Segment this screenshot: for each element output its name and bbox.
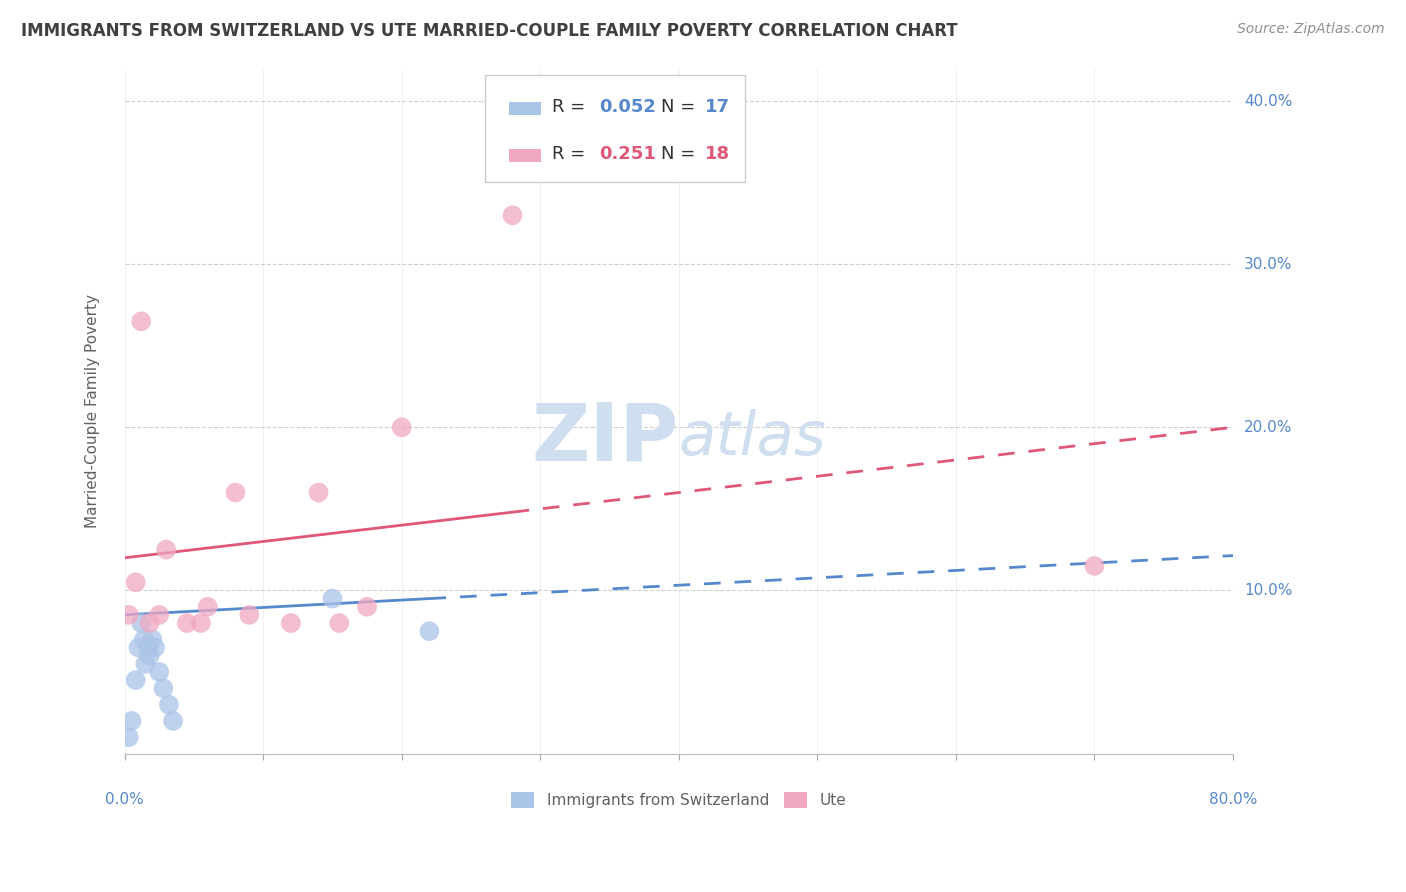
Legend: Immigrants from Switzerland, Ute: Immigrants from Switzerland, Ute	[505, 786, 852, 814]
Point	[238, 607, 260, 622]
FancyBboxPatch shape	[485, 75, 745, 182]
Text: 80.0%: 80.0%	[1209, 792, 1257, 807]
Point	[118, 607, 141, 622]
Point	[148, 665, 170, 679]
Point	[138, 615, 160, 630]
Point	[143, 640, 166, 655]
Point	[224, 485, 246, 500]
Point	[391, 420, 413, 434]
Point	[129, 314, 152, 328]
Point	[136, 640, 159, 655]
Point	[132, 632, 155, 647]
FancyBboxPatch shape	[509, 102, 541, 115]
Point	[197, 599, 219, 614]
Text: 30.0%: 30.0%	[1244, 257, 1292, 272]
Point	[125, 673, 148, 687]
Point	[321, 591, 343, 606]
Text: N =: N =	[661, 145, 700, 163]
Text: Source: ZipAtlas.com: Source: ZipAtlas.com	[1237, 22, 1385, 37]
Text: 40.0%: 40.0%	[1244, 94, 1292, 109]
Point	[157, 698, 180, 712]
Text: R =: R =	[553, 145, 591, 163]
Point	[152, 681, 174, 696]
Point	[127, 640, 149, 655]
Point	[176, 615, 198, 630]
Point	[141, 632, 163, 647]
Point	[129, 615, 152, 630]
Text: 20.0%: 20.0%	[1244, 420, 1292, 434]
Point	[418, 624, 440, 639]
Text: 0.251: 0.251	[599, 145, 655, 163]
Point	[162, 714, 184, 728]
Point	[356, 599, 378, 614]
Point	[148, 607, 170, 622]
Text: IMMIGRANTS FROM SWITZERLAND VS UTE MARRIED-COUPLE FAMILY POVERTY CORRELATION CHA: IMMIGRANTS FROM SWITZERLAND VS UTE MARRI…	[21, 22, 957, 40]
Text: N =: N =	[661, 98, 700, 116]
Point	[125, 575, 148, 590]
Text: atlas: atlas	[679, 409, 827, 468]
Point	[280, 615, 302, 630]
Y-axis label: Married-Couple Family Poverty: Married-Couple Family Poverty	[86, 294, 100, 528]
Text: ZIP: ZIP	[531, 400, 679, 477]
Point	[134, 657, 156, 671]
Point	[121, 714, 143, 728]
Text: 0.0%: 0.0%	[105, 792, 143, 807]
Text: R =: R =	[553, 98, 591, 116]
Point	[155, 542, 177, 557]
Point	[138, 648, 160, 663]
Point	[1083, 558, 1105, 573]
Point	[502, 208, 524, 222]
FancyBboxPatch shape	[509, 149, 541, 162]
Point	[118, 730, 141, 744]
Point	[308, 485, 330, 500]
Text: 0.052: 0.052	[599, 98, 655, 116]
Text: 18: 18	[706, 145, 730, 163]
Text: 10.0%: 10.0%	[1244, 582, 1292, 598]
Text: 17: 17	[706, 98, 730, 116]
Point	[328, 615, 350, 630]
Point	[190, 615, 212, 630]
